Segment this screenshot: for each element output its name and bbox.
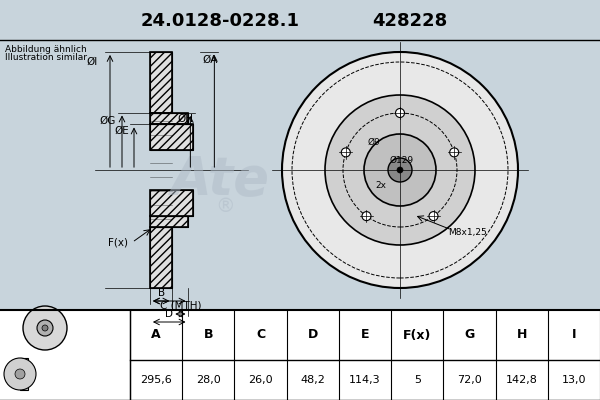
Circle shape: [282, 52, 518, 288]
Text: 26,0: 26,0: [248, 375, 273, 385]
Circle shape: [362, 212, 371, 221]
Bar: [0, 40, 600, 310]
Text: C (MTH): C (MTH): [160, 301, 201, 311]
Text: E: E: [361, 328, 369, 342]
Circle shape: [325, 95, 475, 245]
Text: A: A: [151, 328, 161, 342]
Bar: [150, 112, 188, 124]
Circle shape: [42, 325, 48, 331]
Bar: [150, 228, 172, 288]
Text: 13,0: 13,0: [562, 375, 586, 385]
Text: Ø129: Ø129: [390, 156, 414, 164]
Bar: [150, 112, 188, 124]
Text: F(x): F(x): [108, 238, 128, 248]
Text: ØH: ØH: [178, 114, 193, 124]
Text: D: D: [165, 309, 173, 319]
Circle shape: [429, 212, 438, 221]
Bar: [150, 52, 172, 112]
Text: B: B: [203, 328, 213, 342]
Text: 2x: 2x: [375, 180, 386, 190]
Bar: [0, 310, 600, 400]
Text: 295,6: 295,6: [140, 375, 172, 385]
Circle shape: [395, 108, 404, 118]
Text: Ø9: Ø9: [368, 138, 381, 146]
Circle shape: [23, 306, 67, 350]
Bar: [150, 216, 188, 228]
Text: D: D: [308, 328, 318, 342]
Bar: [0, 0, 600, 40]
Circle shape: [364, 134, 436, 206]
Text: 24.0128-0228.1: 24.0128-0228.1: [140, 12, 299, 30]
Bar: [150, 52, 172, 112]
Circle shape: [4, 358, 36, 390]
Bar: [150, 190, 193, 216]
Text: I: I: [572, 328, 576, 342]
Text: 72,0: 72,0: [457, 375, 482, 385]
Circle shape: [388, 158, 412, 182]
Text: ØI: ØI: [86, 57, 98, 67]
Circle shape: [15, 369, 25, 379]
Text: G: G: [464, 328, 475, 342]
Circle shape: [341, 148, 350, 157]
Text: ØA: ØA: [203, 55, 218, 65]
Text: Ate: Ate: [170, 154, 269, 206]
Text: 28,0: 28,0: [196, 375, 221, 385]
Text: ØE: ØE: [115, 126, 130, 136]
Bar: [150, 216, 188, 228]
Text: 5: 5: [414, 375, 421, 385]
Text: 428228: 428228: [373, 12, 448, 30]
Bar: [20, 358, 28, 390]
Bar: [150, 228, 172, 288]
Text: 48,2: 48,2: [301, 375, 325, 385]
Bar: [150, 124, 193, 150]
Text: ®: ®: [215, 198, 235, 216]
Text: ØG: ØG: [100, 116, 116, 126]
Text: Illustration similar: Illustration similar: [5, 54, 87, 62]
Text: 114,3: 114,3: [349, 375, 381, 385]
Text: Abbildung ähnlich: Abbildung ähnlich: [5, 46, 87, 54]
Bar: [150, 124, 193, 150]
Circle shape: [37, 320, 53, 336]
Circle shape: [450, 148, 459, 157]
Text: H: H: [517, 328, 527, 342]
Bar: [150, 190, 193, 216]
Text: F(x): F(x): [403, 328, 431, 342]
Text: B: B: [158, 288, 165, 298]
Text: M8x1,25: M8x1,25: [448, 228, 487, 236]
Text: C: C: [256, 328, 265, 342]
Circle shape: [397, 167, 403, 173]
Text: 142,8: 142,8: [506, 375, 538, 385]
